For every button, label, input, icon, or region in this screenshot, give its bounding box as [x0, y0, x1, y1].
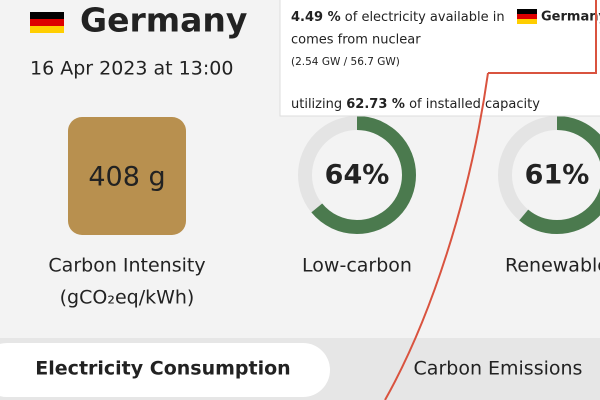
carbon-box	[68, 117, 186, 235]
carbon-unit: (gCO₂eq/kWh)	[60, 287, 195, 309]
flag	[517, 9, 537, 24]
tooltip-text: of installed capacity	[409, 97, 540, 112]
flag	[30, 12, 64, 33]
highlight-line	[384, 0, 597, 400]
gauge-label: 64%	[325, 160, 390, 191]
tooltip-text: of electricity available in	[345, 10, 505, 25]
gauge-name: Renewable	[505, 255, 600, 277]
tooltip-text: comes from nuclear	[291, 33, 421, 48]
tooltip-detail: (2.54 GW / 56.7 GW)	[291, 56, 400, 68]
tooltip-share: 4.49 %	[291, 10, 341, 25]
tooltip-line: 4.49 % of electricity available in	[291, 10, 505, 25]
tooltip-line: utilizing 62.73 % of installed capacity	[291, 97, 540, 112]
gauge-name: Low-carbon	[302, 255, 412, 277]
gauges: 64% Low-carbon 61% Renewable	[298, 116, 600, 277]
country-title: Germany	[80, 1, 247, 40]
carbon-label: Carbon Intensity	[48, 255, 205, 277]
tooltip-capacity: 62.73 %	[346, 97, 405, 112]
gauge-arc	[298, 116, 416, 234]
tooltip-text: utilizing	[291, 97, 342, 112]
gauge-arc	[498, 116, 600, 234]
tooltip-country: Germany	[541, 10, 600, 25]
datetime: 16 Apr 2023 at 13:00	[30, 58, 233, 80]
tab-label[interactable]: Carbon Emissions	[414, 358, 583, 380]
carbon-value: 408 g	[88, 162, 165, 193]
gauge-label: 61%	[525, 160, 590, 191]
tab-label[interactable]: Electricity Consumption	[35, 358, 290, 380]
tooltip	[279, 0, 600, 117]
tab-active[interactable]	[0, 343, 330, 397]
